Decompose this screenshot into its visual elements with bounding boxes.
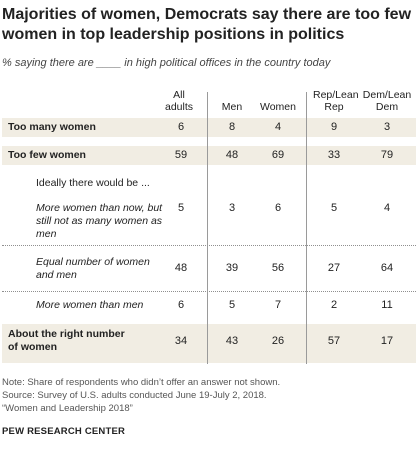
chart-title: Majorities of women, Democrats say there… — [2, 6, 412, 43]
cell: 57 — [327, 335, 341, 347]
col-header-rep: Rep/Lean Rep — [313, 89, 359, 113]
cell: 3 — [383, 121, 391, 133]
row-label-ideally: Ideally there would be ... — [36, 177, 150, 189]
cell: 48 — [174, 262, 188, 274]
cell: 8 — [228, 121, 236, 133]
col-header-men: Men — [221, 101, 243, 113]
row-label-equal: Equal number of women and men — [36, 256, 150, 281]
cell: 48 — [225, 149, 239, 161]
cell: 33 — [327, 149, 341, 161]
source-text: Source: Survey of U.S. adults conducted … — [2, 390, 267, 401]
row-bg-too-many — [2, 118, 416, 137]
divider-2 — [2, 291, 416, 292]
cell: 6 — [177, 299, 185, 311]
report-title: “Women and Leadership 2018” — [2, 403, 133, 414]
cell: 69 — [271, 149, 285, 161]
row-label-too-many: Too many women — [8, 121, 96, 133]
divider-1 — [2, 245, 416, 246]
row-bg-about-right — [2, 324, 416, 363]
cell: 56 — [271, 262, 285, 274]
cell: 5 — [228, 299, 236, 311]
pew-logo-text: PEW RESEARCH CENTER — [2, 426, 126, 437]
cell: 7 — [274, 299, 282, 311]
cell: 3 — [228, 202, 236, 214]
column-divider-2 — [306, 92, 307, 364]
col-header-dem: Dem/Lean Dem — [362, 89, 412, 113]
row-label-more-than-men: More women than men — [36, 299, 144, 311]
cell: 79 — [380, 149, 394, 161]
cell: 5 — [330, 202, 338, 214]
cell: 64 — [380, 262, 394, 274]
column-divider-1 — [207, 92, 208, 364]
row-label-more-than-now: More women than now, but still not as ma… — [36, 202, 163, 240]
cell: 9 — [330, 121, 338, 133]
cell: 17 — [380, 335, 394, 347]
note-text: Note: Share of respondents who didn’t of… — [2, 377, 281, 388]
cell: 6 — [177, 121, 185, 133]
cell: 4 — [274, 121, 282, 133]
cell: 26 — [271, 335, 285, 347]
cell: 43 — [225, 335, 239, 347]
chart-subtitle: % saying there are ____ in high politica… — [2, 57, 331, 69]
cell: 59 — [174, 149, 188, 161]
cell: 6 — [274, 202, 282, 214]
cell: 4 — [383, 202, 391, 214]
cell: 11 — [381, 299, 393, 311]
col-header-all-adults: All adults — [164, 89, 194, 113]
cell: 2 — [330, 299, 338, 311]
cell: 39 — [225, 262, 239, 274]
row-bg-too-few — [2, 146, 416, 165]
cell: 34 — [174, 335, 188, 347]
col-header-women: Women — [260, 101, 296, 113]
row-label-about-right: About the right number of women — [8, 328, 125, 353]
row-label-too-few: Too few women — [8, 149, 86, 161]
cell: 5 — [177, 202, 185, 214]
cell: 27 — [327, 262, 341, 274]
